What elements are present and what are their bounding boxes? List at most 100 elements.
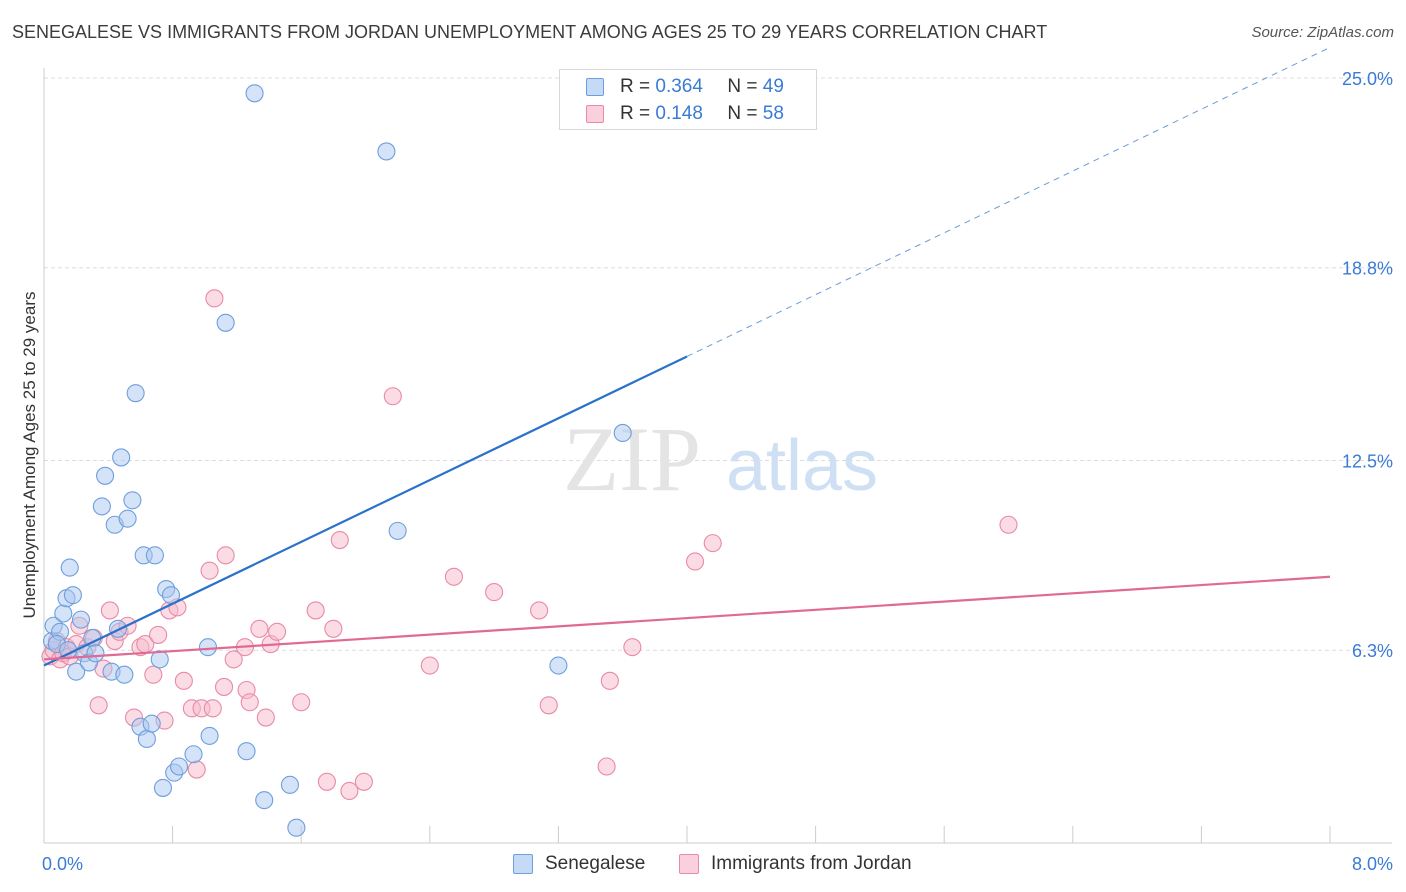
senegalese-point: [216, 313, 235, 332]
senegalese-point: [198, 638, 218, 657]
trend-lines: [43, 46, 1331, 667]
jordan-point: [174, 671, 193, 690]
jordan-point: [330, 531, 349, 550]
jordan-point: [703, 534, 722, 553]
legend-item-jordan[interactable]: Immigrants from Jordan: [679, 852, 912, 876]
jordan-point: [216, 546, 235, 565]
jordan-point: [100, 601, 119, 620]
jordan-point: [203, 699, 222, 718]
jordan-points: [41, 289, 1018, 801]
watermark-zip: ZIP: [563, 408, 701, 510]
jordan-point: [149, 625, 168, 644]
jordan-point: [200, 561, 219, 580]
jordan-point: [530, 601, 549, 620]
jordan-point: [420, 656, 439, 675]
senegalese-legend-swatch: [513, 854, 533, 874]
senegalese-point: [112, 448, 131, 467]
senegalese-point: [63, 586, 82, 605]
senegalese-point: [67, 662, 86, 681]
jordan-point: [623, 638, 642, 657]
senegalese-point: [613, 423, 632, 443]
jordan-point: [485, 583, 504, 602]
senegalese-point: [150, 650, 169, 669]
jordan-point: [205, 289, 224, 308]
axes: [43, 68, 1392, 844]
stats-legend: R = 0.364 N = 49 R = 0.148 N = 58: [559, 69, 817, 130]
senegalese-point: [123, 491, 142, 510]
senegalese-trend-extension: [686, 46, 1331, 357]
y-tick-label: 25.0%: [1342, 69, 1393, 89]
chart-title: SENEGALESE VS IMMIGRANTS FROM JORDAN UNE…: [12, 22, 1048, 42]
jordan-point: [256, 708, 275, 727]
jordan-point: [444, 567, 463, 586]
senegalese-point: [549, 656, 568, 675]
senegalese-point: [54, 604, 73, 623]
senegalese-r: 0.364: [655, 76, 703, 97]
jordan-trend-line: [43, 575, 1331, 661]
jordan-point: [214, 677, 234, 696]
source-label: Source: ZipAtlas.com: [1251, 24, 1394, 41]
jordan-point: [292, 693, 311, 712]
senegalese-point: [92, 497, 111, 516]
jordan-point: [600, 671, 619, 690]
senegalese-point: [169, 757, 189, 776]
stats-legend-row-senegalese: R = 0.364 N = 49: [586, 75, 784, 99]
senegalese-point: [118, 509, 137, 528]
senegalese-point: [184, 745, 203, 764]
jordan-swatch: [586, 105, 604, 123]
jordan-point: [144, 665, 163, 684]
jordan-legend-swatch: [679, 854, 699, 874]
senegalese-point: [287, 818, 306, 837]
senegalese-trend-line: [43, 355, 688, 667]
senegalese-point: [83, 628, 102, 648]
y-tick-label: 6.3%: [1352, 641, 1393, 661]
senegalese-point: [86, 644, 105, 663]
senegalese-points: [42, 84, 632, 837]
senegalese-n: 49: [762, 76, 784, 97]
jordan-point: [317, 772, 336, 791]
jordan-point: [383, 387, 402, 406]
jordan-r: 0.148: [655, 103, 703, 124]
jordan-legend-label: Immigrants from Jordan: [711, 853, 912, 874]
senegalese-point: [137, 729, 156, 749]
jordan-point: [597, 757, 616, 776]
senegalese-point: [96, 466, 115, 485]
senegalese-point: [142, 714, 161, 733]
senegalese-point: [71, 610, 91, 629]
senegalese-point: [245, 84, 264, 103]
stats-legend-row-jordan: R = 0.148 N = 58: [586, 102, 784, 126]
senegalese-point: [255, 791, 274, 810]
x-tick-label: 0.0%: [42, 854, 83, 874]
senegalese-point: [388, 521, 407, 540]
r-label: R =: [620, 76, 651, 97]
jordan-point: [324, 619, 343, 638]
senegalese-point: [153, 778, 173, 797]
senegalese-point: [280, 775, 299, 794]
senegalese-swatch: [586, 78, 604, 96]
jordan-point: [539, 696, 558, 715]
senegalese-point: [377, 142, 396, 161]
watermark: ZIP atlas: [563, 408, 878, 510]
jordan-point: [306, 601, 325, 620]
jordan-point: [354, 772, 373, 791]
jordan-point: [685, 552, 705, 571]
jordan-point: [89, 696, 108, 715]
jordan-point: [240, 693, 259, 712]
y-tick-label: 18.8%: [1342, 259, 1393, 279]
r-label: R =: [620, 103, 651, 124]
senegalese-point: [126, 384, 145, 403]
tick-labels: 6.3% 12.5% 18.8% 25.0% 0.0% 8.0%: [42, 69, 1393, 874]
watermark-atlas: atlas: [726, 426, 878, 506]
grid: [44, 77, 1392, 651]
jordan-point: [187, 760, 206, 779]
senegalese-point: [200, 726, 219, 745]
jordan-n: 58: [762, 103, 784, 124]
senegalese-point: [60, 558, 79, 577]
legend-item-senegalese[interactable]: Senegalese: [513, 852, 645, 876]
senegalese-point: [237, 742, 256, 761]
jordan-point: [999, 515, 1018, 534]
jordan-point: [340, 781, 359, 801]
jordan-point: [250, 619, 269, 638]
x-tick-label: 8.0%: [1352, 854, 1393, 874]
senegalese-legend-label: Senegalese: [545, 853, 646, 874]
